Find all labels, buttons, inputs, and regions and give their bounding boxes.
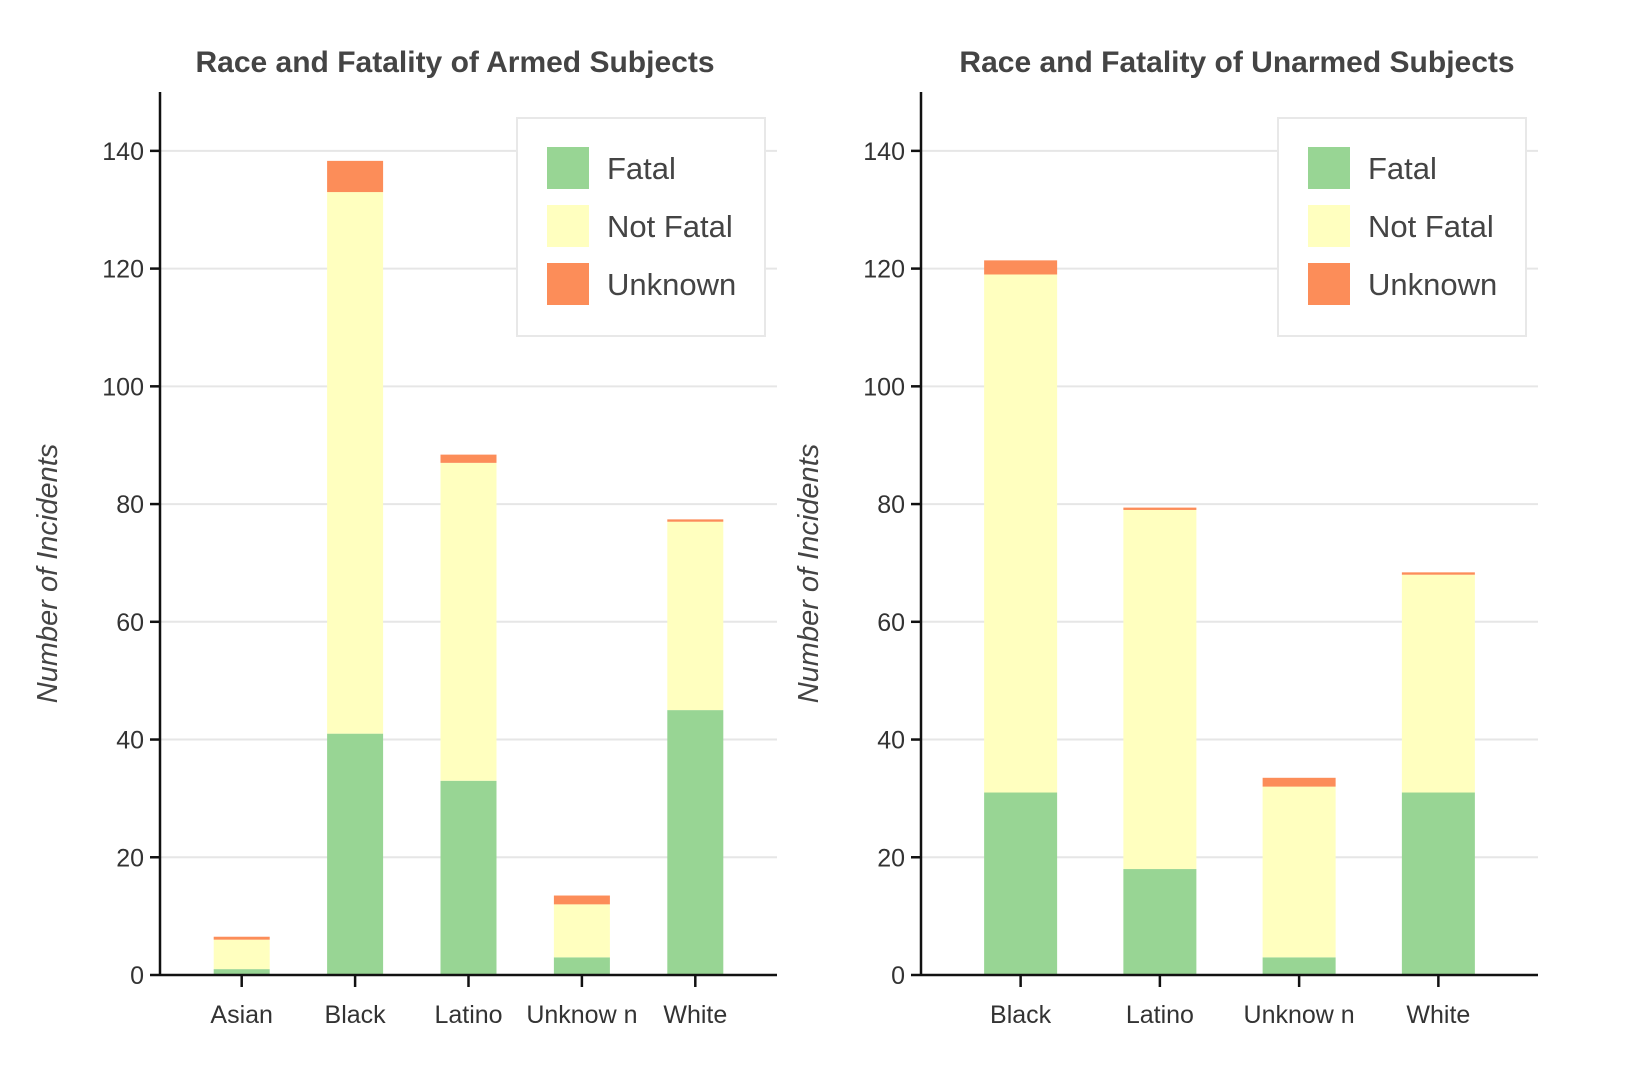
bar-segment-fatal — [1123, 869, 1197, 975]
legend-label: Fatal — [1368, 151, 1437, 186]
bar-segment-not-fatal — [1262, 786, 1336, 958]
y-tick-label: 100 — [102, 373, 144, 401]
bar-segment-fatal — [440, 780, 497, 975]
bar-segment-not-fatal — [667, 521, 724, 711]
y-tick-label: 120 — [102, 256, 144, 284]
legend: Fatal Not Fatal Unknown — [1277, 117, 1527, 337]
chart-title: Race and Fatality of Armed Subjects — [195, 46, 714, 79]
bar-segment-not-fatal — [553, 904, 610, 958]
y-tick-label: 120 — [863, 256, 905, 284]
bar-segment-unknown — [213, 936, 270, 940]
legend-label: Fatal — [607, 151, 676, 186]
y-tick-label: 0 — [130, 962, 144, 990]
bar-segment-fatal — [1401, 792, 1475, 975]
bar-segment-fatal — [667, 710, 724, 975]
bar-segment-not-fatal — [440, 462, 497, 781]
y-axis-label: Number of Incidents — [793, 444, 825, 704]
x-tick-label: Black — [990, 1001, 1052, 1029]
y-tick-label: 140 — [863, 138, 905, 166]
bar-segment-fatal — [327, 733, 384, 975]
bar-segment-unknown — [327, 160, 384, 193]
y-tick-label: 20 — [877, 844, 905, 872]
y-tick-label: 80 — [116, 491, 144, 519]
bar-segment-unknown — [1262, 777, 1336, 787]
y-tick-label: 80 — [877, 491, 905, 519]
x-tick-label: Unknow n — [526, 1001, 637, 1029]
x-tick-label: White — [663, 1001, 727, 1029]
x-tick-label: Black — [325, 1001, 387, 1029]
bar-segment-not-fatal — [1401, 574, 1475, 793]
bar-segment-unknown — [1401, 572, 1475, 575]
x-tick-label: Asian — [210, 1001, 273, 1029]
y-tick-label: 60 — [877, 609, 905, 637]
legend-swatch-unknown — [547, 263, 589, 305]
y-tick-label: 40 — [877, 727, 905, 755]
x-tick-label: White — [1406, 1001, 1470, 1029]
legend-swatch-not-fatal — [1308, 205, 1350, 247]
y-tick-label: 60 — [116, 609, 144, 637]
y-tick-label: 20 — [116, 844, 144, 872]
bar-segment-not-fatal — [1123, 509, 1197, 870]
bar-segment-fatal — [553, 957, 610, 975]
bar-segment-not-fatal — [984, 274, 1058, 793]
bar-segment-unknown — [984, 260, 1058, 275]
legend-swatch-not-fatal — [547, 205, 589, 247]
chart-panel-2: Race and Fatality of Unarmed Subjects 0 20… — [793, 46, 1538, 1029]
legend-swatch-fatal — [547, 147, 589, 189]
chart-title: Race and Fatality of Unarmed Subjects — [959, 46, 1514, 79]
y-tick-label: 140 — [102, 138, 144, 166]
y-axis-label: Number of Incidents — [32, 444, 64, 704]
x-tick-label: Latino — [1126, 1001, 1194, 1029]
x-tick-label: Unknow n — [1244, 1001, 1355, 1029]
legend-label: Unknown — [1368, 267, 1497, 302]
bar-segment-unknown — [553, 895, 610, 905]
legend-swatch-unknown — [1308, 263, 1350, 305]
legend-label: Not Fatal — [1368, 209, 1494, 244]
x-tick-label: Latino — [434, 1001, 502, 1029]
bar-segment-unknown — [1123, 507, 1197, 510]
bar-segment-unknown — [667, 519, 724, 522]
bar-segment-not-fatal — [327, 192, 384, 734]
y-tick-label: 0 — [891, 962, 905, 990]
y-tick-label: 100 — [863, 373, 905, 401]
bar-segment-not-fatal — [213, 939, 270, 970]
legend-label: Not Fatal — [607, 209, 733, 244]
y-tick-label: 40 — [116, 727, 144, 755]
legend: Fatal Not Fatal Unknown — [516, 117, 766, 337]
legend-label: Unknown — [607, 267, 736, 302]
chart-panel-1: Race and Fatality of Armed Subjects 0 20 40… — [32, 46, 777, 1029]
bar-segment-fatal — [984, 792, 1058, 975]
bar-segment-fatal — [213, 969, 270, 975]
bar-segment-fatal — [1262, 957, 1336, 975]
legend-swatch-fatal — [1308, 147, 1350, 189]
bar-segment-unknown — [440, 454, 497, 463]
